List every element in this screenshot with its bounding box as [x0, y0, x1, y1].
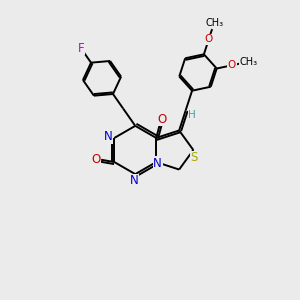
Text: CH₃: CH₃	[205, 18, 223, 28]
Text: N: N	[153, 157, 162, 170]
Text: H: H	[188, 110, 196, 120]
Text: F: F	[78, 42, 84, 55]
Text: CH₃: CH₃	[240, 57, 258, 67]
Text: O: O	[92, 153, 101, 166]
Text: O: O	[228, 60, 236, 70]
Text: O: O	[157, 113, 167, 126]
Text: S: S	[190, 152, 198, 164]
Text: O: O	[205, 34, 213, 44]
Text: N: N	[103, 130, 112, 143]
Text: N: N	[129, 174, 138, 187]
